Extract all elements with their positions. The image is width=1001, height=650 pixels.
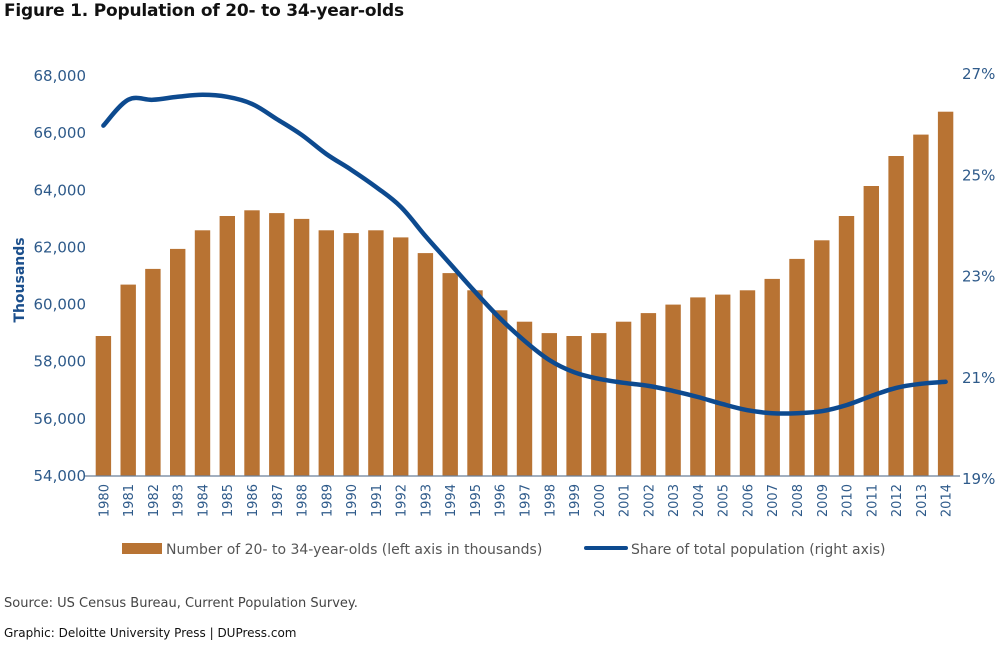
legend: Number of 20- to 34-year-olds (left axis… <box>122 542 886 558</box>
x-tick-label: 1990 <box>345 484 360 517</box>
left-tick-label: 62,000 <box>34 238 87 256</box>
bar-1993 <box>417 253 434 476</box>
bar-1995 <box>467 290 483 476</box>
x-tick-label: 1983 <box>172 484 187 517</box>
bar-1985 <box>219 216 235 476</box>
x-tick-label: 2000 <box>593 484 608 517</box>
bar-2001 <box>615 321 632 476</box>
line-series <box>101 92 948 416</box>
bar-2005 <box>715 294 731 476</box>
x-tick-label: 1986 <box>246 484 261 517</box>
x-tick-label: 1996 <box>494 484 509 517</box>
bar-1991 <box>368 230 384 476</box>
bar-2006 <box>739 290 756 476</box>
bar-1981 <box>120 284 136 476</box>
bar-2008 <box>789 258 805 476</box>
x-tick-label: 2010 <box>841 484 856 517</box>
bar-1987 <box>269 213 285 476</box>
bar-2010 <box>838 216 855 476</box>
x-tick-label: 2008 <box>791 484 806 517</box>
bar-2004 <box>690 297 706 476</box>
x-tick-label: 1995 <box>469 484 484 517</box>
bar-1988 <box>293 218 310 476</box>
left-tick-label: 66,000 <box>34 124 87 142</box>
x-tick-label: 1999 <box>568 484 583 517</box>
x-tick-label: 2006 <box>741 484 756 517</box>
x-tick-label: 1992 <box>395 484 410 517</box>
y-axis-title: Thousands <box>12 237 28 322</box>
legend-bar-label: Number of 20- to 34-year-olds (left axis… <box>166 542 542 558</box>
bar-1992 <box>393 237 409 476</box>
x-tick-label: 1980 <box>97 484 112 517</box>
x-tick-label: 1994 <box>444 484 459 517</box>
left-tick-label: 68,000 <box>34 67 87 85</box>
x-tick-label: 1997 <box>519 484 534 517</box>
bar-1980 <box>95 336 112 476</box>
x-tick-label: 1981 <box>122 484 137 517</box>
left-tick-label: 60,000 <box>34 296 87 314</box>
source-note: Source: US Census Bureau, Current Popula… <box>4 596 358 611</box>
x-tick-label: 2001 <box>618 484 633 517</box>
bar-1986 <box>244 210 260 477</box>
graphic-credit: Graphic: Deloitte University Press | DUP… <box>4 626 297 640</box>
x-tick-label: 1984 <box>196 484 211 517</box>
left-tick-label: 58,000 <box>34 353 87 371</box>
x-tick-label: 1998 <box>543 484 558 517</box>
bar-2000 <box>591 333 607 476</box>
x-tick-label: 2005 <box>717 484 732 517</box>
x-tick-label: 2004 <box>692 484 707 517</box>
bar-1994 <box>442 273 458 476</box>
x-tick-label: 2013 <box>915 484 930 517</box>
bar-1990 <box>343 233 359 476</box>
right-tick-label: 27% <box>962 65 995 83</box>
x-tick-label: 2009 <box>816 484 831 517</box>
bar-2014 <box>937 111 954 476</box>
chart-title: Figure 1. Population of 20- to 34-year-o… <box>4 1 404 21</box>
x-tick-label: 1985 <box>221 484 236 517</box>
left-tick-label: 54,000 <box>34 467 87 485</box>
x-tick-label: 1991 <box>370 484 385 517</box>
bar-1996 <box>492 310 508 476</box>
x-tick-label: 2014 <box>940 484 955 517</box>
right-tick-label: 23% <box>962 268 995 286</box>
x-tick-label: 1987 <box>271 484 286 517</box>
x-tick-label: 2007 <box>766 484 781 517</box>
left-tick-label: 56,000 <box>34 410 87 428</box>
share-line <box>101 92 948 416</box>
bar-1999 <box>566 336 582 476</box>
bar-2011 <box>863 186 879 476</box>
x-tick-label: 1993 <box>419 484 434 517</box>
bar-1997 <box>516 321 533 476</box>
bar-1982 <box>145 268 161 476</box>
x-tick-label: 1989 <box>320 484 335 517</box>
bar-1983 <box>170 248 186 476</box>
tick-labels: 54,000 56,000 58,000 60,000 62,000 64,000 66,0… <box>34 65 996 517</box>
legend-line-label: Share of total population (right axis) <box>631 542 886 558</box>
right-tick-label: 21% <box>962 369 995 387</box>
bar-2007 <box>764 278 780 476</box>
x-tick-label: 2012 <box>890 484 905 517</box>
bar-series <box>95 111 954 477</box>
x-tick-label: 2003 <box>667 484 682 517</box>
x-tick-label: 1982 <box>147 484 162 517</box>
right-tick-label: 25% <box>962 166 995 184</box>
x-tick-label: 1988 <box>296 484 311 517</box>
x-tick-label: 2002 <box>642 484 657 517</box>
right-tick-label: 19% <box>962 470 995 488</box>
bar-2009 <box>814 240 830 476</box>
bar-1989 <box>318 230 334 476</box>
bar-1998 <box>541 333 557 476</box>
legend-line-swatch <box>584 546 628 550</box>
legend-bar-swatch <box>122 543 162 554</box>
bar-2002 <box>640 313 657 476</box>
left-tick-label: 64,000 <box>34 181 87 199</box>
bar-2012 <box>888 156 904 476</box>
bar-1984 <box>194 230 211 476</box>
bar-2013 <box>913 134 929 476</box>
x-tick-label: 2011 <box>865 484 880 517</box>
